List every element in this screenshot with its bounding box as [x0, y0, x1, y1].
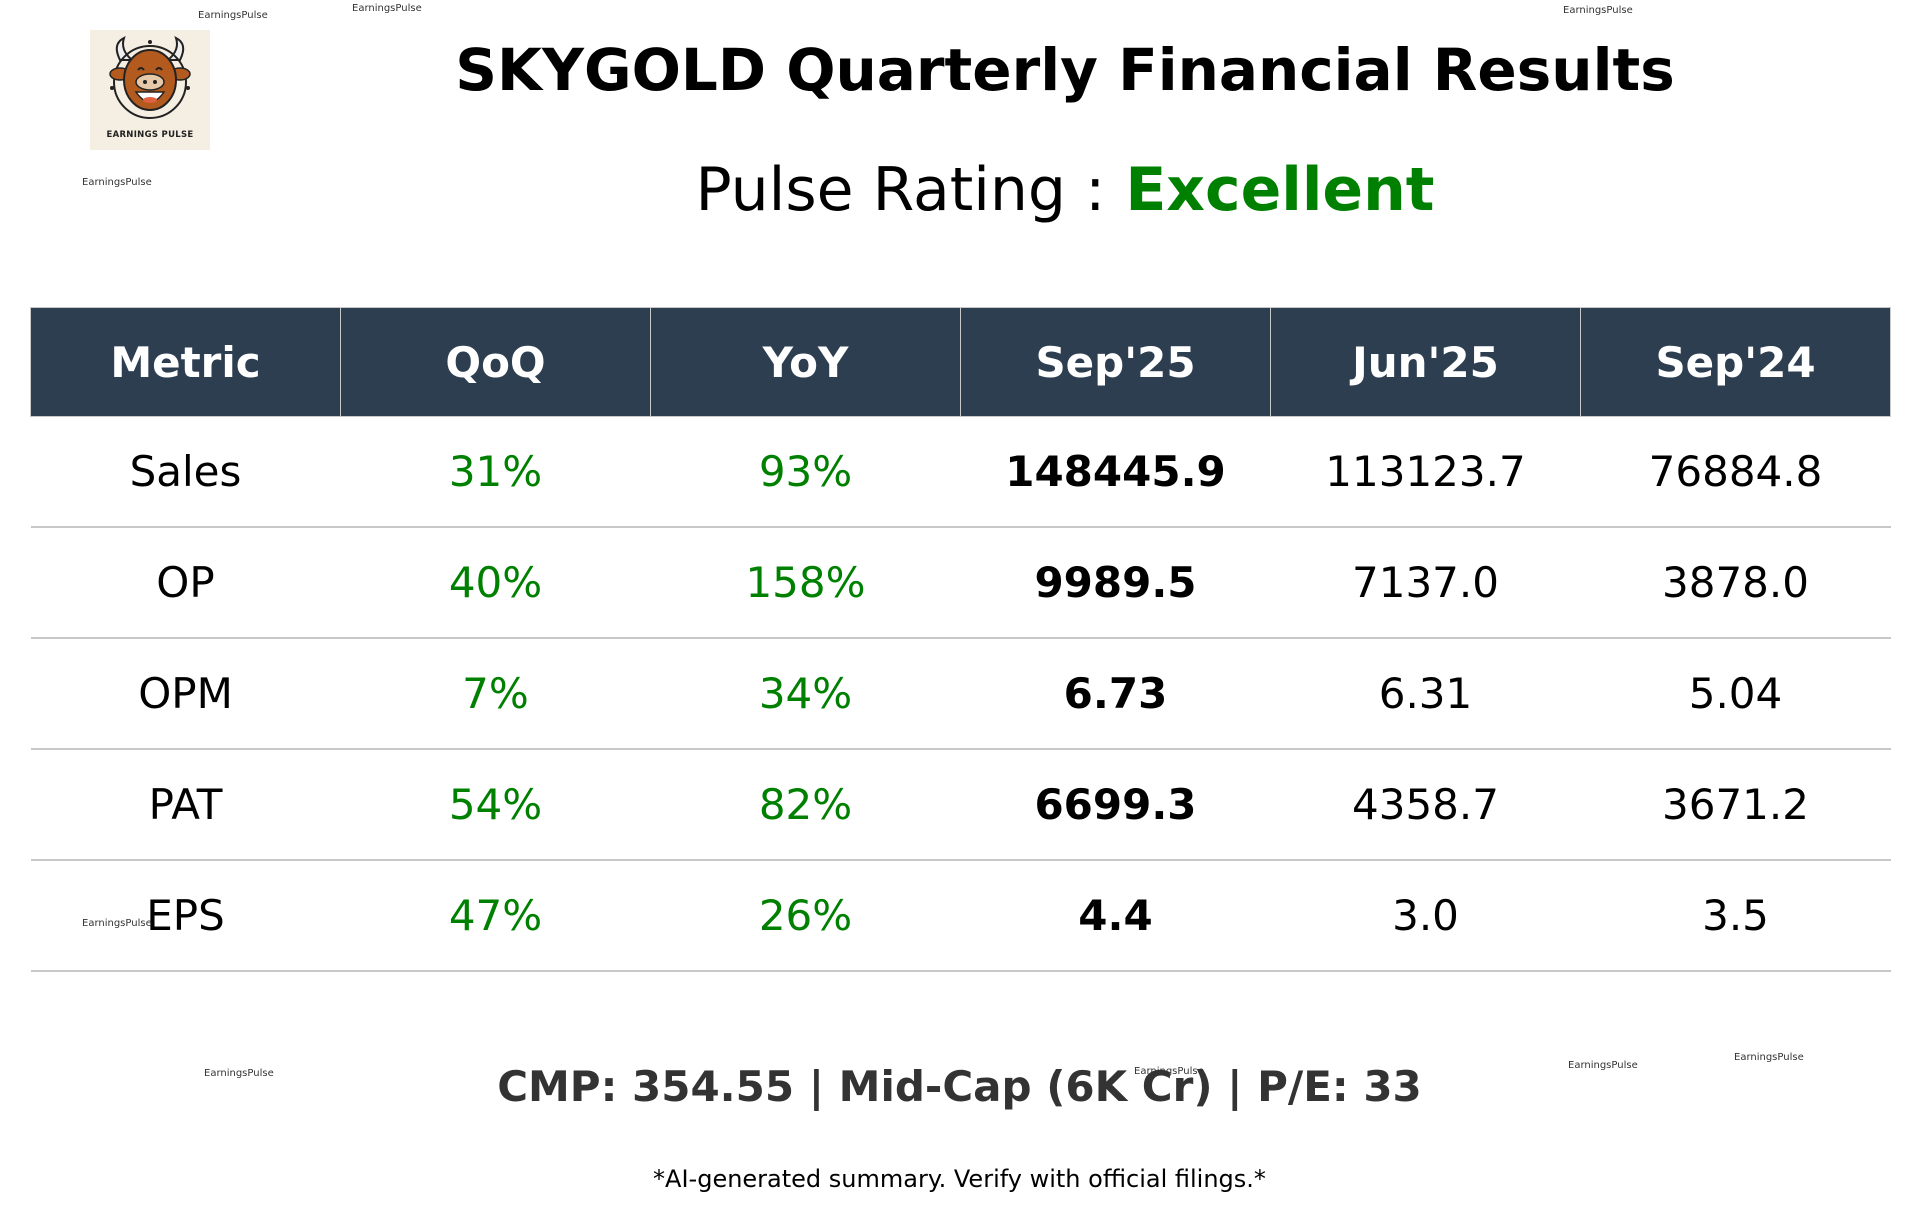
yoy-cell: 82%	[650, 749, 961, 861]
sep25-cell: 148445.9	[960, 416, 1271, 528]
metric-cell: OPM	[30, 638, 341, 750]
page-title: SKYGOLD Quarterly Financial Results	[455, 36, 1675, 104]
jun25-cell: 7137.0	[1270, 527, 1581, 639]
sep24-cell: 3878.0	[1580, 527, 1891, 639]
watermark: EarningsPulse	[1563, 5, 1633, 16]
column-header: QoQ	[340, 307, 651, 417]
earnings-pulse-logo: EARNINGS PULSE	[90, 30, 210, 150]
qoq-cell: 7%	[340, 638, 651, 750]
watermark: EarningsPulse	[204, 1068, 274, 1079]
yoy-cell: 93%	[650, 416, 961, 528]
watermark: EarningsPulse	[82, 918, 152, 929]
yoy-cell: 26%	[650, 860, 961, 972]
rating-label: Pulse Rating :	[695, 155, 1106, 225]
financial-results-table: Metric QoQ YoY Sep'25 Jun'25 Sep'24 Sale…	[30, 307, 1891, 972]
sep24-cell: 3.5	[1580, 860, 1891, 972]
metric-cell: Sales	[30, 416, 341, 528]
sep25-cell: 6.73	[960, 638, 1271, 750]
logo-text: EARNINGS PULSE	[106, 130, 194, 140]
sep24-cell: 5.04	[1580, 638, 1891, 750]
table-row: OPM 7% 34% 6.73 6.31 5.04	[30, 638, 1891, 750]
qoq-cell: 47%	[340, 860, 651, 972]
watermark: EarningsPulse	[1734, 1052, 1804, 1063]
yoy-cell: 34%	[650, 638, 961, 750]
disclaimer: *AI-generated summary. Verify with offic…	[653, 1165, 1266, 1193]
sep24-cell: 76884.8	[1580, 416, 1891, 528]
metric-cell: EPS	[30, 860, 341, 972]
rating-value: Excellent	[1125, 155, 1435, 225]
sep25-cell: 4.4	[960, 860, 1271, 972]
metric-cell: PAT	[30, 749, 341, 861]
jun25-cell: 6.31	[1270, 638, 1581, 750]
jun25-cell: 4358.7	[1270, 749, 1581, 861]
market-summary: CMP: 354.55 | Mid-Cap (6K Cr) | P/E: 33	[497, 1062, 1422, 1111]
metric-cell: OP	[30, 527, 341, 639]
column-header: Sep'24	[1580, 307, 1891, 417]
qoq-cell: 40%	[340, 527, 651, 639]
table-row: EPS 47% 26% 4.4 3.0 3.5	[30, 860, 1891, 972]
qoq-cell: 54%	[340, 749, 651, 861]
qoq-cell: 31%	[340, 416, 651, 528]
jun25-cell: 113123.7	[1270, 416, 1581, 528]
sep25-cell: 6699.3	[960, 749, 1271, 861]
bull-mascot-icon	[109, 36, 191, 119]
table-row: Sales 31% 93% 148445.9 113123.7 76884.8	[30, 416, 1891, 528]
column-header: Metric	[30, 307, 341, 417]
table-row: OP 40% 158% 9989.5 7137.0 3878.0	[30, 527, 1891, 639]
yoy-cell: 158%	[650, 527, 961, 639]
watermark: EarningsPulse	[352, 3, 422, 14]
sep25-cell: 9989.5	[960, 527, 1271, 639]
sep24-cell: 3671.2	[1580, 749, 1891, 861]
jun25-cell: 3.0	[1270, 860, 1581, 972]
table-header-row: Metric QoQ YoY Sep'25 Jun'25 Sep'24	[30, 307, 1891, 417]
column-header: Sep'25	[960, 307, 1271, 417]
watermark: EarningsPulse	[198, 10, 268, 21]
table-row: PAT 54% 82% 6699.3 4358.7 3671.2	[30, 749, 1891, 861]
watermark: EarningsPulse	[82, 177, 152, 188]
column-header: YoY	[650, 307, 961, 417]
pulse-rating: Pulse Rating : Excellent	[0, 155, 1919, 225]
watermark: EarningsPulse	[1134, 1066, 1204, 1077]
column-header: Jun'25	[1270, 307, 1581, 417]
watermark: EarningsPulse	[1568, 1060, 1638, 1071]
